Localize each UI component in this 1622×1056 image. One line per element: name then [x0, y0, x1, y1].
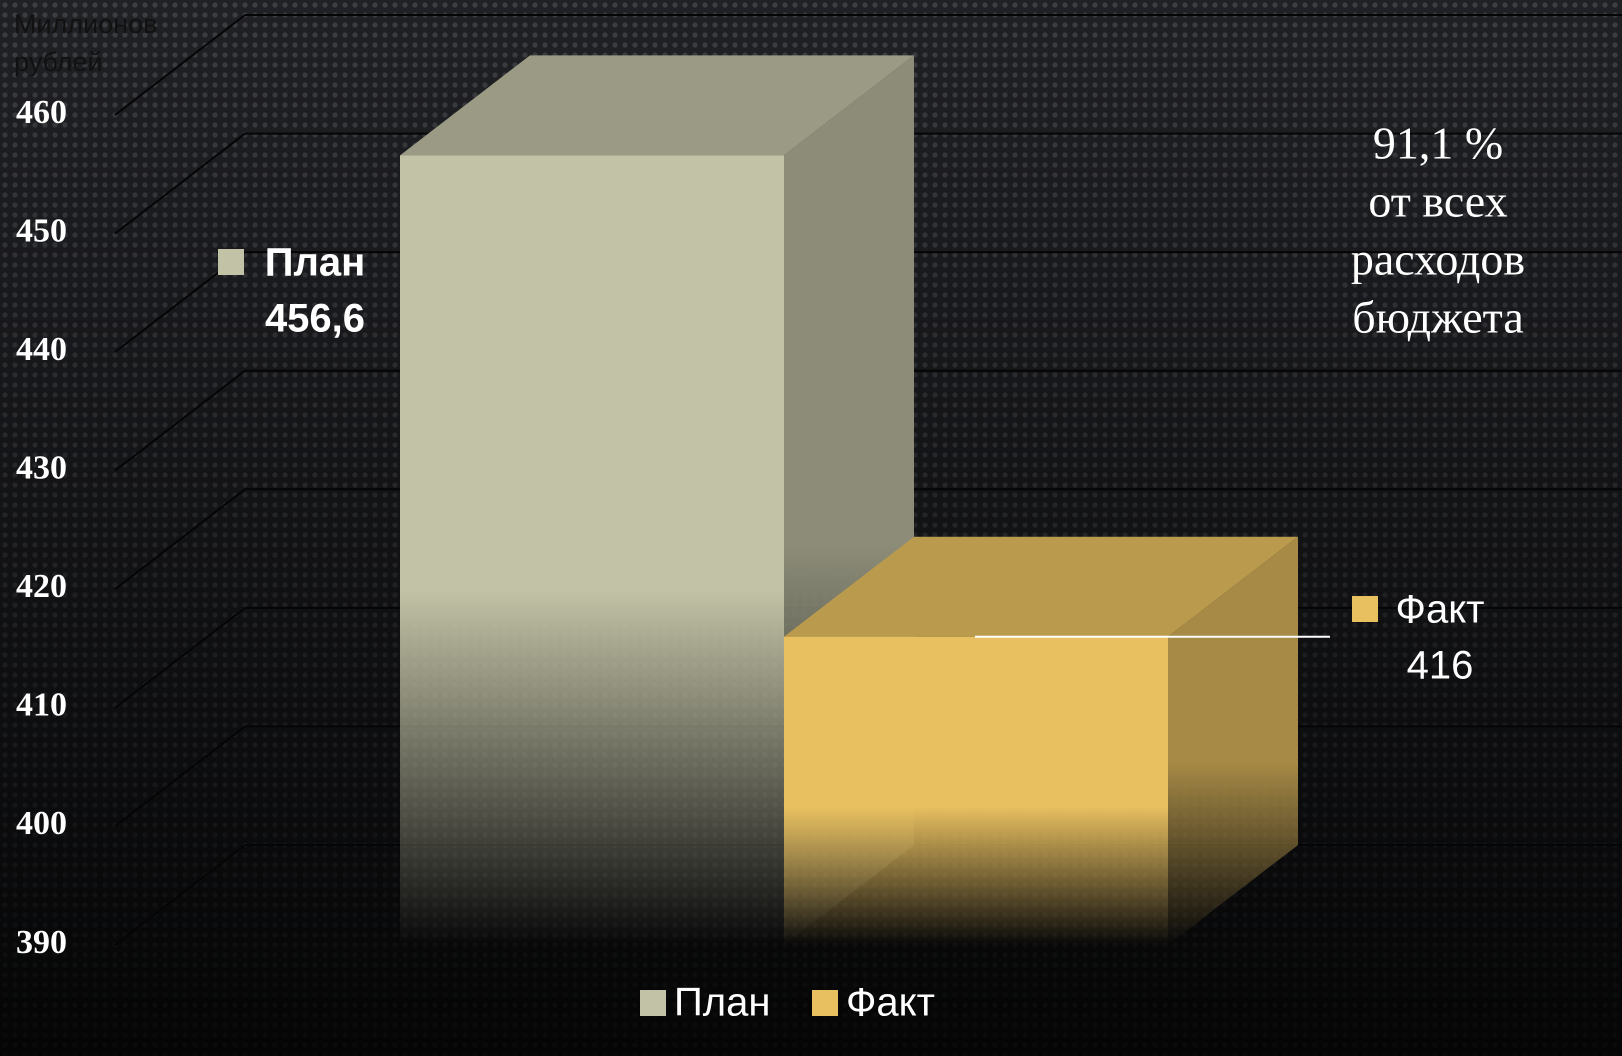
- legend-marker: [812, 990, 838, 1016]
- grid-line: [114, 132, 246, 235]
- bar: [784, 636, 1168, 945]
- y-axis-label: Миллионов: [14, 9, 157, 39]
- legend-label: План: [674, 981, 770, 1025]
- bar-top: [400, 55, 914, 156]
- y-axis-label: рублей: [14, 47, 103, 77]
- y-tick-label: 410: [16, 687, 67, 724]
- label-marker: [1352, 596, 1378, 622]
- y-tick-label: 390: [16, 924, 67, 961]
- y-tick-label: 430: [16, 450, 67, 487]
- grid-line: [114, 488, 246, 591]
- y-tick-label: 420: [16, 568, 67, 605]
- annotation: от всех: [1368, 176, 1507, 227]
- y-tick-label: 400: [16, 805, 67, 842]
- data-label-name: План: [265, 241, 366, 285]
- grid-line: [114, 725, 246, 828]
- bar: [400, 155, 784, 946]
- annotation: расходов: [1351, 234, 1525, 285]
- grid-line: [114, 844, 246, 946]
- y-tick-label: 440: [16, 331, 67, 368]
- data-label-name: Факт: [1396, 588, 1485, 632]
- y-tick-label: 460: [16, 94, 67, 131]
- y-tick-label: 450: [16, 212, 67, 249]
- grid-line: [114, 14, 246, 116]
- legend-label: Факт: [846, 981, 935, 1025]
- label-marker: [218, 249, 244, 275]
- bar-side: [1168, 536, 1298, 945]
- data-label: 456,6: [265, 297, 365, 341]
- legend-marker: [640, 990, 666, 1016]
- annotation: бюджета: [1352, 292, 1524, 343]
- bar-top: [784, 536, 1298, 637]
- annotation: 91,1 %: [1373, 118, 1503, 169]
- grid-line: [114, 369, 246, 472]
- data-label: 416: [1407, 644, 1474, 688]
- grid-line: [114, 607, 246, 709]
